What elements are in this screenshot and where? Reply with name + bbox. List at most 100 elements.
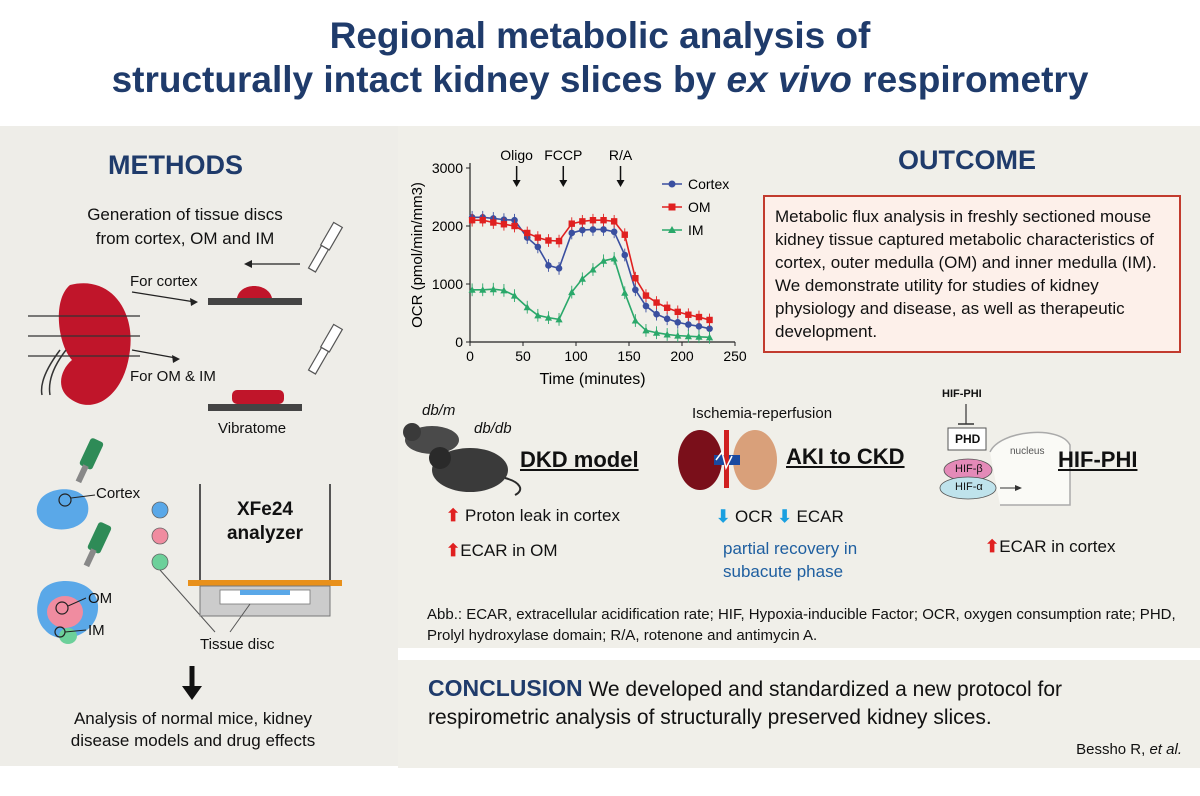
author-credit: Bessho R, et al. xyxy=(1076,741,1182,758)
cortex-disc xyxy=(36,489,89,530)
blade-top xyxy=(307,221,344,273)
conclusion-panel xyxy=(398,660,1200,768)
data-point xyxy=(600,217,607,224)
y-tick-label: 0 xyxy=(455,334,463,350)
data-point xyxy=(632,275,639,282)
methods-heading: METHODS xyxy=(108,150,243,180)
data-point xyxy=(589,265,597,273)
aki-recovery-text: partial recovery in subacute phase xyxy=(723,539,858,581)
data-point xyxy=(706,325,713,332)
blade-bottom xyxy=(307,323,344,375)
data-point xyxy=(674,308,681,316)
ureter xyxy=(40,349,61,396)
data-point xyxy=(568,220,575,227)
legend-label: IM xyxy=(688,222,704,238)
data-point xyxy=(685,311,692,318)
dbm-label: db/m xyxy=(422,402,456,419)
for-om-im-label: For OM & IM xyxy=(130,368,216,385)
data-point xyxy=(663,304,671,311)
data-point xyxy=(653,299,660,306)
data-point xyxy=(534,234,542,241)
data-point xyxy=(663,330,671,338)
data-point xyxy=(468,286,476,293)
aki-ocr-ecar: ⬇ OCR ⬇ ECAR xyxy=(716,507,844,526)
punch-tool-bottom xyxy=(83,522,112,568)
data-point xyxy=(621,251,629,259)
data-point xyxy=(555,265,563,272)
legend-label: Cortex xyxy=(688,176,729,192)
data-point xyxy=(568,229,576,237)
data-point xyxy=(579,226,586,234)
kidney-shape xyxy=(58,283,131,405)
kidney-slicing-diagram xyxy=(28,221,344,411)
data-point xyxy=(500,286,508,294)
dkd-line-1: ⬆ Proton leak in cortex xyxy=(446,506,620,525)
hif-a-label: HIF-α xyxy=(955,481,983,493)
generation-text: Generation of tissue discs from cortex, … xyxy=(87,205,283,248)
title-line-1: Regional metabolic analysis of xyxy=(329,15,871,56)
data-point xyxy=(663,315,671,323)
om-label: OM xyxy=(88,590,113,607)
hif-b-label: HIF-β xyxy=(955,463,983,475)
data-point xyxy=(568,288,576,296)
data-point xyxy=(578,275,586,282)
cortex-label: Cortex xyxy=(96,485,141,502)
data-point xyxy=(523,303,531,311)
data-point xyxy=(479,286,487,293)
data-point xyxy=(489,285,497,293)
data-point xyxy=(555,237,563,245)
x-tick-label: 0 xyxy=(466,348,474,364)
x-tick-label: 200 xyxy=(670,348,694,364)
legend-marker xyxy=(668,226,676,233)
data-point xyxy=(589,226,597,233)
x-axis-label: Time (minutes) xyxy=(539,371,645,388)
title-line-2: structurally intact kidney slices by ex … xyxy=(111,59,1089,100)
aki-title: AKI to CKD xyxy=(786,444,905,469)
x-tick-label: 250 xyxy=(723,348,747,364)
legend-marker xyxy=(668,203,676,211)
data-point xyxy=(524,229,531,237)
data-point xyxy=(674,318,682,326)
data-point xyxy=(642,326,650,334)
data-point xyxy=(621,231,628,238)
hif-line-1: ⬆ECAR in cortex xyxy=(985,537,1116,556)
x-tick-label: 150 xyxy=(617,348,641,364)
data-point xyxy=(705,333,714,341)
data-point xyxy=(695,323,703,330)
data-point xyxy=(653,310,660,318)
hif-phi-title: HIF-PHI xyxy=(1058,447,1138,472)
tissue-disc-label: Tissue disc xyxy=(200,636,275,653)
data-point xyxy=(632,286,639,294)
data-point xyxy=(545,237,552,244)
abbreviations: Abb.: ECAR, extracellular acidification … xyxy=(427,606,1176,644)
punch-tool-top xyxy=(75,438,104,484)
data-point xyxy=(579,218,586,225)
data-point xyxy=(695,333,703,340)
y-axis-label: OCR (pmol/min/mm3) xyxy=(409,182,426,328)
page-title: Regional metabolic analysis of structura… xyxy=(0,14,1200,102)
legend-marker xyxy=(668,180,676,188)
injection-label: Oligo xyxy=(500,147,533,163)
data-point xyxy=(511,222,518,230)
ischemia-label: Ischemia-reperfusion xyxy=(692,405,833,422)
data-point xyxy=(652,329,661,336)
data-point xyxy=(684,332,692,340)
data-point xyxy=(500,221,508,228)
injection-arrowhead xyxy=(616,180,625,187)
injection-arrowhead xyxy=(559,180,568,187)
dkd-model-title: DKD model xyxy=(520,447,639,472)
data-point xyxy=(695,313,703,321)
disc-analyzer-diagram xyxy=(36,438,342,700)
legend-label: OM xyxy=(688,199,711,215)
data-point xyxy=(510,292,519,299)
analyzer-label: XFe24 analyzer xyxy=(226,499,304,544)
data-point xyxy=(685,321,692,328)
data-point xyxy=(534,311,542,319)
dkd-line-2: ⬆ECAR in OM xyxy=(446,541,558,560)
data-point xyxy=(610,218,618,225)
data-point xyxy=(545,262,552,269)
data-point xyxy=(468,217,476,224)
